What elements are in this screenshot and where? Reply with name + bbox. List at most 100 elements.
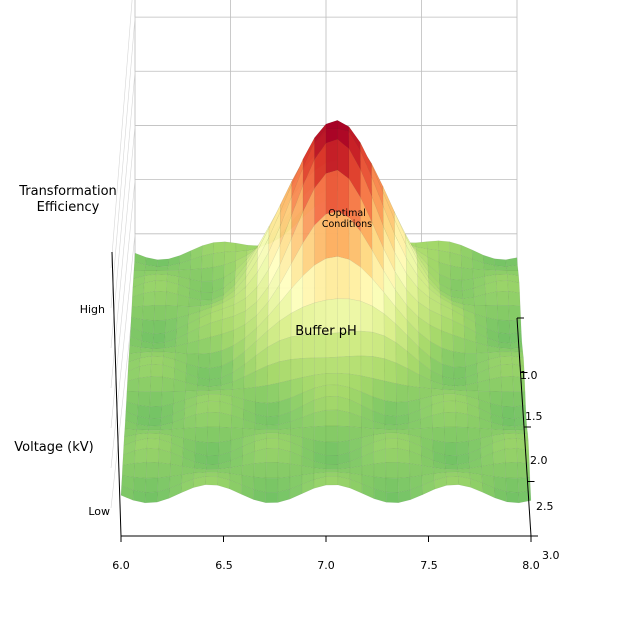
surface-facet xyxy=(165,291,179,307)
surface-facet xyxy=(195,412,209,428)
surface-facet xyxy=(453,366,466,380)
surface-facet xyxy=(212,251,225,268)
surface-facet xyxy=(325,356,338,374)
surface-facet xyxy=(509,319,522,335)
surface-facet xyxy=(144,491,158,504)
surface-facet xyxy=(146,448,160,463)
surface-facet xyxy=(501,376,514,392)
surface-facet xyxy=(219,426,232,443)
surface-facet xyxy=(145,462,159,479)
surface-facet xyxy=(169,463,183,477)
surface-facet xyxy=(517,477,531,493)
surface-facet xyxy=(314,357,327,376)
surface-facet xyxy=(384,358,397,384)
surface-facet xyxy=(443,400,457,413)
surface-facet xyxy=(266,432,279,439)
surface-facet xyxy=(157,462,171,479)
surface-facet xyxy=(325,469,339,473)
surface-facet xyxy=(289,463,303,478)
surface-facet xyxy=(265,462,279,479)
peak-annotation-line2: Conditions xyxy=(321,219,373,230)
surface-facet xyxy=(150,364,164,378)
surface-facet xyxy=(443,393,456,402)
surface-facet xyxy=(510,347,524,353)
x-tick-label: 7.5 xyxy=(420,559,438,572)
surface-facet xyxy=(224,241,237,253)
surface-facet xyxy=(266,448,279,463)
y-tick-label: 3.0 xyxy=(542,549,560,562)
surface-facet xyxy=(495,270,508,275)
surface-facet xyxy=(140,347,153,353)
surface-facet xyxy=(325,139,338,174)
peak-annotation-line1: Optimal xyxy=(328,208,366,219)
surface-facet xyxy=(485,305,499,321)
surface-facet xyxy=(154,280,168,292)
surface-facet xyxy=(456,426,469,443)
surface-facet xyxy=(462,297,475,306)
surface-facet xyxy=(210,333,223,354)
surface-facet xyxy=(132,490,146,504)
surface-facet xyxy=(445,463,458,470)
x-tick-label: 8.0 xyxy=(522,559,540,572)
surface-facet xyxy=(444,426,457,443)
surface-facet xyxy=(373,462,387,479)
y-tick-label: 2.0 xyxy=(530,454,548,467)
surface-facet xyxy=(337,356,350,375)
surface-facet xyxy=(198,353,211,369)
surface-facet xyxy=(501,406,515,420)
y-tick-label: 2.5 xyxy=(536,500,554,513)
side-grid-line xyxy=(110,71,136,349)
surface-facet xyxy=(360,300,373,333)
surface-facet xyxy=(151,351,164,357)
surface-facet xyxy=(499,347,512,353)
surface-facet xyxy=(502,425,516,431)
surface-facet xyxy=(279,359,292,384)
surface-facet xyxy=(208,394,221,402)
surface-facet xyxy=(150,376,163,392)
surface-facet xyxy=(155,270,168,275)
surface-facet xyxy=(409,463,423,478)
surface-facet xyxy=(445,471,459,478)
surface-facet xyxy=(325,455,339,465)
side-grid-line xyxy=(110,17,136,309)
surface-facet xyxy=(205,469,219,473)
surface-facet xyxy=(189,268,202,282)
surface-facet xyxy=(500,363,514,378)
surface-facet xyxy=(455,412,469,428)
surface-facet xyxy=(121,463,135,478)
surface-facet xyxy=(133,477,147,493)
surface-facet xyxy=(142,305,155,321)
surface-facet xyxy=(504,448,518,463)
surface-facet xyxy=(265,477,279,493)
surface-facet xyxy=(385,491,399,503)
surface-facet xyxy=(507,280,520,294)
surface-facet xyxy=(506,491,520,504)
y-tick-label: 1.5 xyxy=(525,410,543,423)
surface-facet xyxy=(450,265,463,281)
surface-facet xyxy=(443,412,457,428)
surface-facet xyxy=(153,305,167,321)
surface-facet xyxy=(302,357,315,378)
surface-facet xyxy=(396,401,409,417)
surface-facet xyxy=(372,331,385,359)
surface-facet xyxy=(207,412,220,428)
surface-facet xyxy=(266,415,280,426)
surface-facet xyxy=(360,330,373,357)
surface-facet xyxy=(384,424,398,430)
surface-facet xyxy=(208,389,221,395)
z-axis-label-line2: Efficiency xyxy=(36,200,100,215)
surface-facet xyxy=(325,464,339,470)
surface-facet xyxy=(151,356,164,366)
surface-facet xyxy=(206,464,219,470)
surface-facet xyxy=(161,376,175,392)
surface-facet xyxy=(133,462,147,479)
surface-facet xyxy=(495,274,508,282)
surface-facet xyxy=(154,291,167,306)
surface-facet xyxy=(325,425,339,443)
surface-facet xyxy=(497,319,510,335)
surface-facet xyxy=(277,462,291,479)
surface-facet xyxy=(213,241,226,254)
y-tick-label: 1.0 xyxy=(520,369,538,382)
z-axis-line xyxy=(111,251,122,537)
